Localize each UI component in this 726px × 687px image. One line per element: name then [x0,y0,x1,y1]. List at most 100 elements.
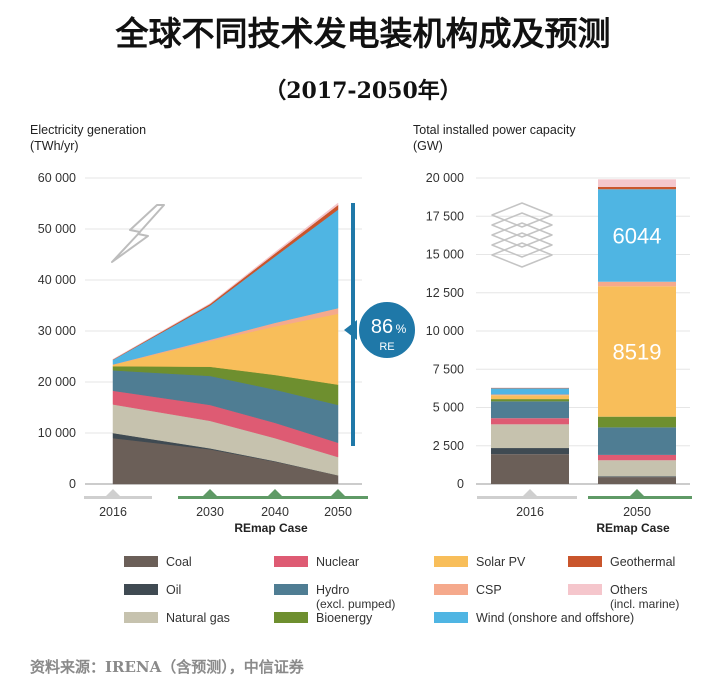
bar-segment-solar-pv-2050 [598,286,676,417]
legend-swatch [274,584,308,595]
legend-swatch [434,612,468,623]
timeline-bar-historic [84,496,152,499]
legend: Coal Nuclear Solar PV Geothermal Oil Hydro(ex… [124,555,679,625]
x-tick-label: 2050 [324,505,352,519]
y-tick-label: 12 500 [426,286,464,300]
bar-segment-coal-2050 [598,477,676,484]
source-note: 资料来源：IRENA（含预测），中信证券 [30,658,305,676]
bar-segment-oil-2016 [491,448,569,455]
legend-label: Wind (onshore and offshore) [476,611,634,625]
left-chart-timeline [84,489,368,499]
timeline-marker [331,489,345,496]
x-tick-label: 2030 [196,505,224,519]
y-tick-label: 20 000 [38,375,76,389]
y-tick-label: 20 000 [426,171,464,185]
legend-label: Bioenergy [316,611,373,625]
bar-segment-csp-2016 [491,394,569,396]
left-chart-remap-label: REmap Case [234,521,308,535]
left-chart-y-axis: 0 10 000 20 000 30 000 40 000 50 000 60 000 [38,171,76,491]
y-tick-label: 17 500 [426,209,464,223]
page-subtitle: （2017-2050年） [264,78,462,104]
x-tick-label: 2050 [623,505,651,519]
generation-area-chart: Electricity generation (TWh/yr) 0 10 000 2… [30,123,417,535]
right-chart-unit: (GW) [413,139,443,153]
bar-segment-others-2050 [598,179,676,187]
y-tick-label: 40 000 [38,273,76,287]
bar-segment-geothermal-2050 [598,186,676,190]
bar-segment-hydro-2016 [491,401,569,419]
timeline-marker [523,489,537,496]
page-title: 全球不同技术发电装机构成及预测 [115,14,611,53]
timeline-bar-historic [477,496,577,499]
legend-label: CSP [476,583,502,597]
right-chart-x-axis: 2016 2050 [516,505,651,519]
bar-segment-nuclear-2016 [491,418,569,425]
legend-item-wind: Wind (onshore and offshore) [434,611,634,625]
timeline-marker [268,489,282,496]
legend-label: Geothermal [610,555,675,569]
legend-swatch [568,584,602,595]
re-share-value: 86 [371,316,393,338]
x-tick-label: 2040 [261,505,289,519]
legend-item-solar_pv: Solar PV [434,555,526,569]
y-tick-label: 0 [457,477,464,491]
lightning-icon [111,204,165,263]
right-chart-title: Total installed power capacity [413,123,576,137]
re-share-annotation: 86 % RE [344,203,417,446]
timeline-marker [106,489,120,496]
legend-item-natural_gas: Natural gas [124,611,230,625]
left-chart-unit: (TWh/yr) [30,139,79,153]
right-chart-data-labels: 6044 8519 [613,224,662,365]
legend-item-others: Others(incl. marine) [568,583,679,611]
legend-label: Nuclear [316,555,359,569]
x-tick-label: 2016 [99,505,127,519]
y-tick-label: 5 000 [433,401,464,415]
capacity-bar-chart: Total installed power capacity (GW) 0 2 5… [413,123,692,535]
left-chart-title: Electricity generation [30,123,146,137]
legend-label: Hydro [316,583,349,597]
right-chart-remap-label: REmap Case [596,521,670,535]
left-chart-x-axis: 2016 2030 2040 2050 [99,505,352,519]
legend-label: Coal [166,555,192,569]
right-chart-timeline [477,489,692,499]
timeline-marker [630,489,644,496]
bar-segment-nuclear-2050 [598,454,676,461]
bar-segment-natural-gas-2050 [598,460,676,477]
data-label-solar_pv: 8519 [613,340,662,365]
legend-swatch [124,584,158,595]
y-tick-label: 0 [69,477,76,491]
bar-segment-natural-gas-2016 [491,424,569,449]
y-tick-label: 60 000 [38,171,76,185]
bar-segment-bioenergy-2050 [598,416,676,428]
legend-swatch [274,612,308,623]
legend-label: Natural gas [166,611,230,625]
y-tick-label: 10 000 [38,426,76,440]
legend-item-nuclear: Nuclear [274,555,359,569]
legend-label-note: (incl. marine) [610,597,679,611]
legend-swatch [124,556,158,567]
legend-label: Others [610,583,648,597]
y-tick-label: 7 500 [433,362,464,376]
timeline-bar-remap [588,496,692,499]
timeline-bar-remap [178,496,368,499]
bar-segment-bioenergy-2016 [491,399,569,402]
right-chart-bars [491,179,676,484]
bar-segment-hydro-2050 [598,427,676,455]
bar-segment-wind-2016 [491,388,569,395]
x-tick-label: 2016 [516,505,544,519]
bar-segment-oil-2050 [598,476,676,478]
legend-item-hydro: Hydro(excl. pumped) [274,583,395,611]
y-tick-label: 10 000 [426,324,464,338]
legend-label: Oil [166,583,181,597]
area-others [112,202,339,360]
bar-segment-solar-pv-2016 [491,395,569,400]
bar-segment-coal-2016 [491,454,569,484]
legend-item-bioenergy: Bioenergy [274,611,373,625]
legend-swatch [568,556,602,567]
legend-item-geothermal: Geothermal [568,555,675,569]
timeline-marker [203,489,217,496]
legend-label: Solar PV [476,555,526,569]
layers-icon [491,202,553,268]
legend-swatch [124,612,158,623]
